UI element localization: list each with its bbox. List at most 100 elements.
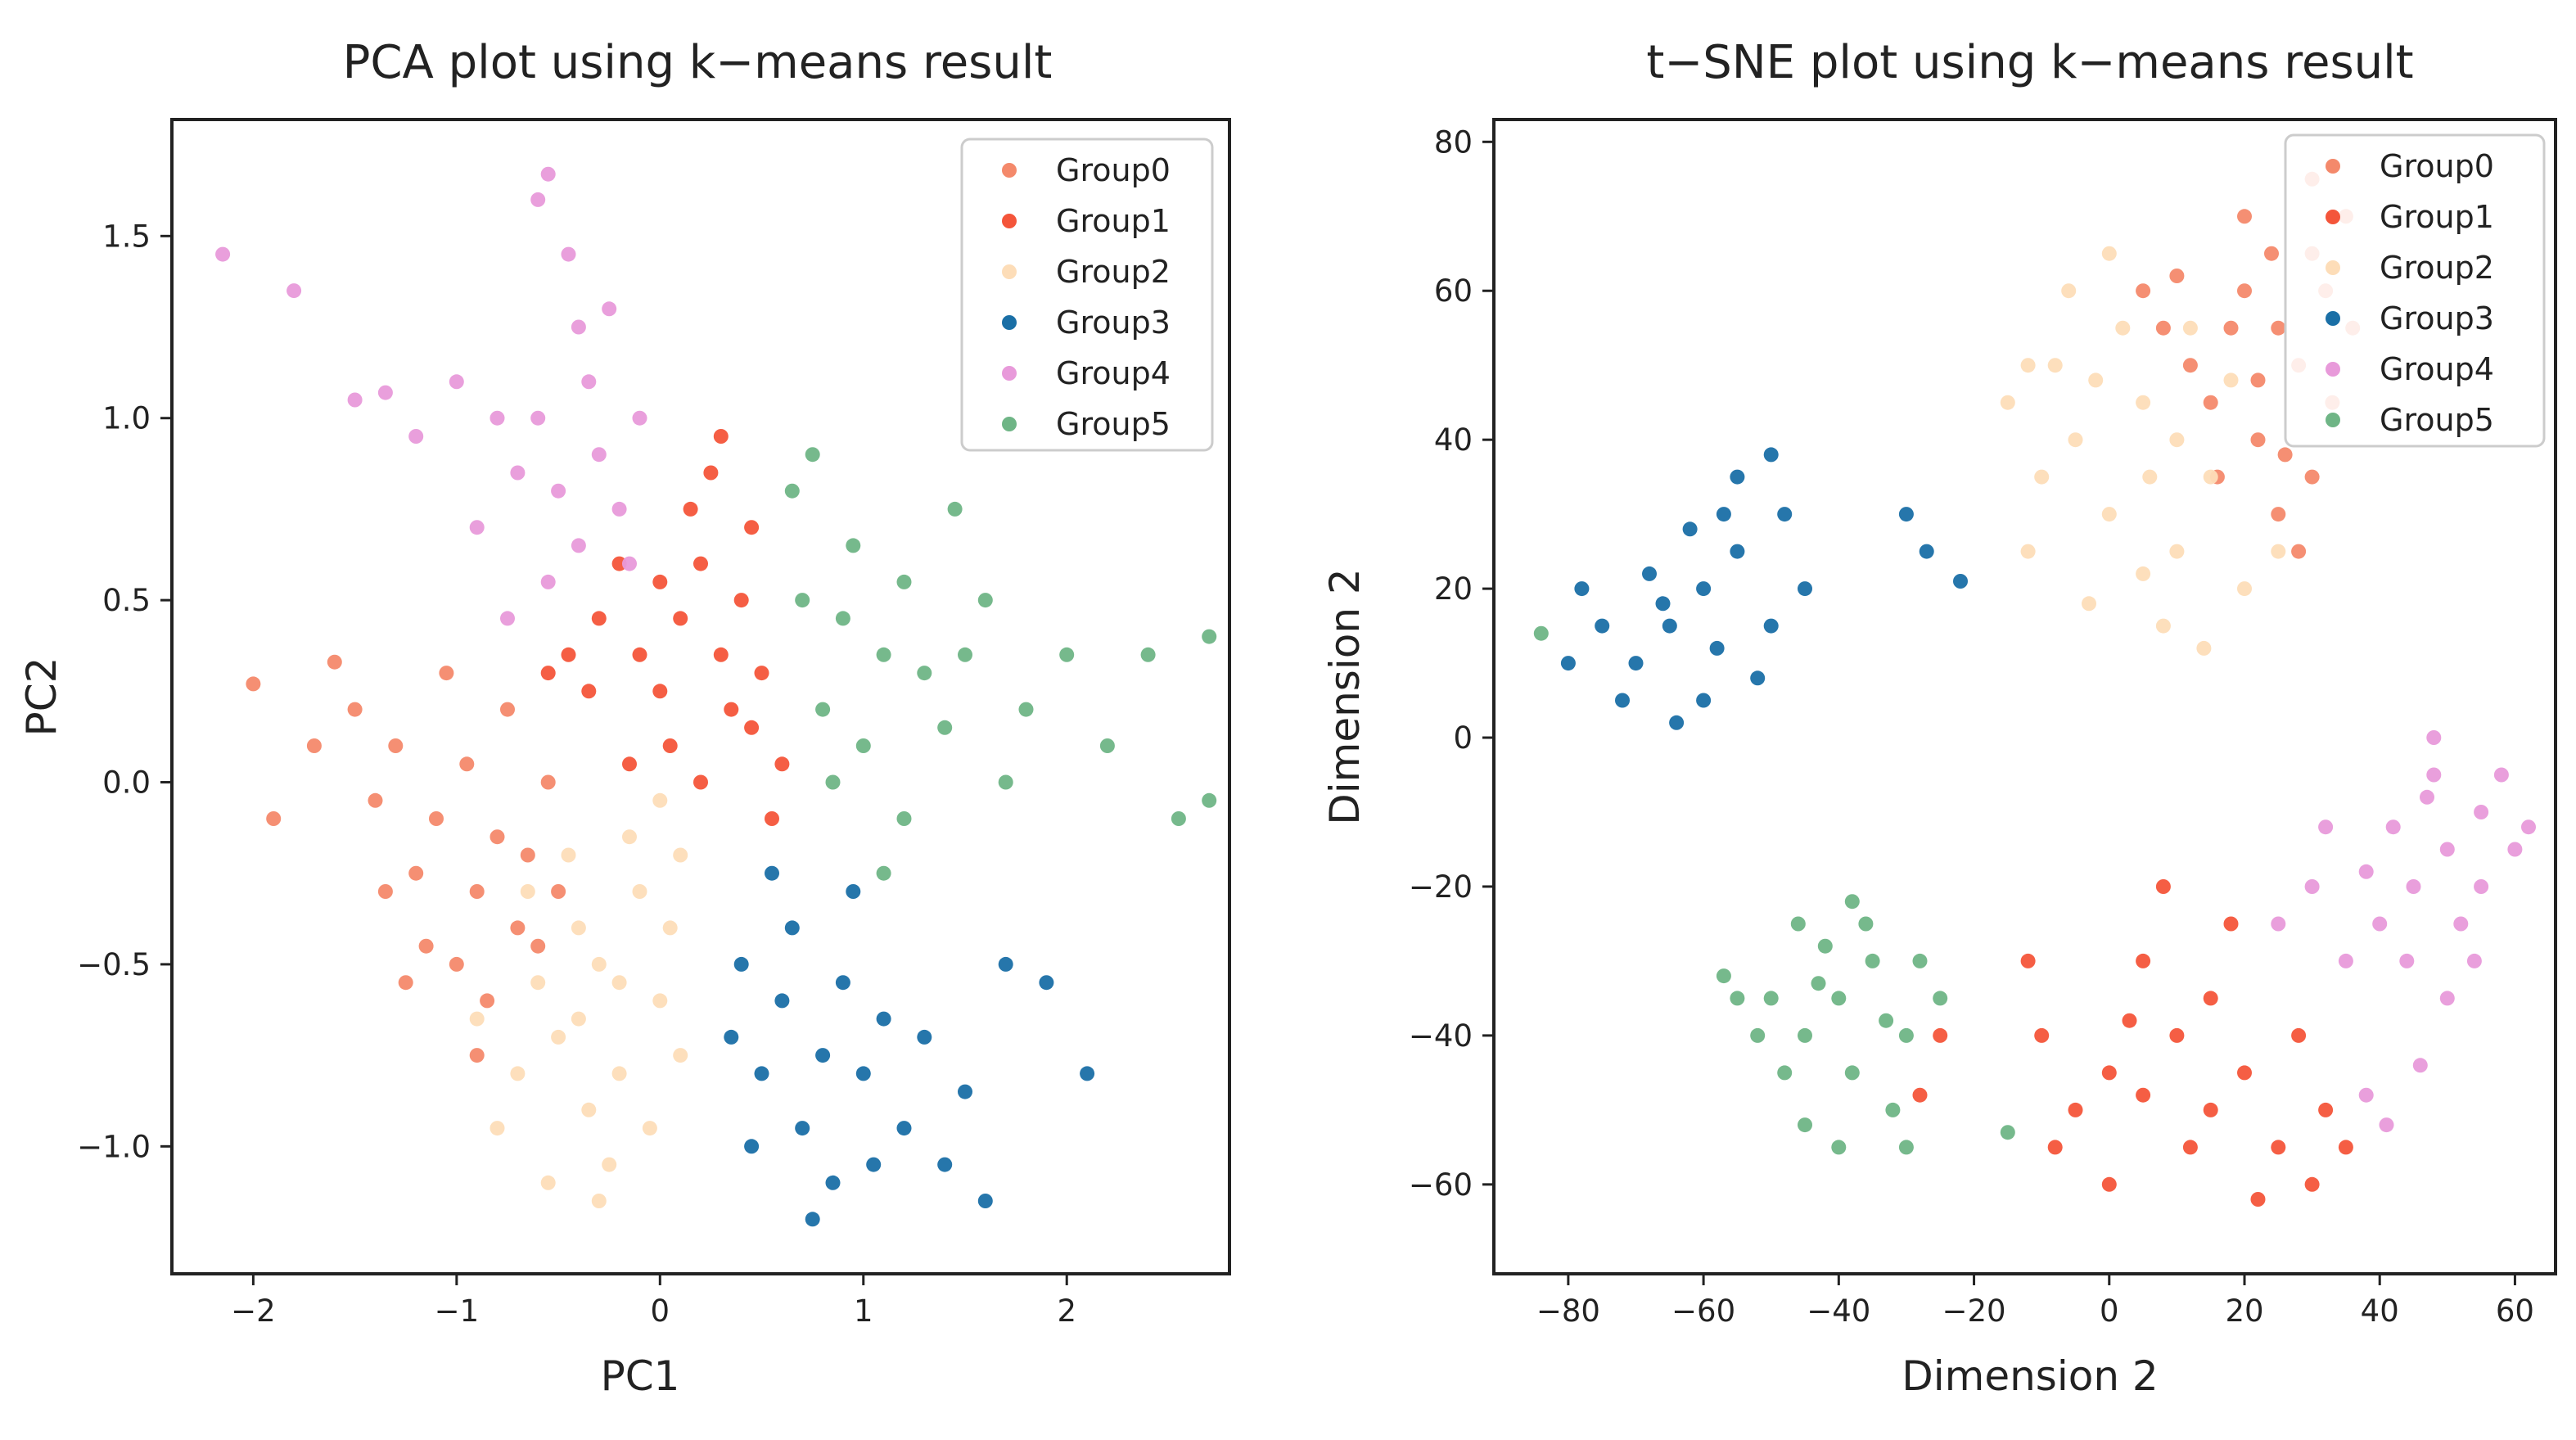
pca-point-group5-24 xyxy=(998,774,1013,790)
pca-point-group1-9 xyxy=(724,702,739,717)
pca-point-group5-21 xyxy=(947,501,963,517)
pca-point-group3-14 xyxy=(1039,975,1054,991)
tsne-legend-marker-group2 xyxy=(2326,260,2340,275)
tsne-point-group2-22 xyxy=(2020,358,2036,373)
pca-legend-label-group4: Group4 xyxy=(1056,355,1171,391)
pca-point-group0-18 xyxy=(439,666,454,681)
tsne-point-group3-22 xyxy=(1953,574,1968,589)
tsne-point-group4-20 xyxy=(2271,916,2286,932)
tsne-point-group5-23 xyxy=(2000,1125,2015,1140)
pca-y-tick-label-3: 0.5 xyxy=(102,583,151,618)
pca-point-group4-14 xyxy=(347,392,363,408)
tsne-point-group4-0 xyxy=(2439,842,2455,857)
tsne-legend-label-group4: Group4 xyxy=(2380,351,2494,387)
pca-point-group4-11 xyxy=(561,246,576,262)
pca-point-group1-3 xyxy=(713,647,729,662)
pca-point-group2-22 xyxy=(611,975,627,991)
pca-point-group3-15 xyxy=(1080,1066,1095,1081)
tsne-point-group0-20 xyxy=(2136,283,2151,299)
tsne-y-tick-label-0: −60 xyxy=(1409,1167,1473,1203)
tsne-point-group3-8 xyxy=(1730,469,1745,485)
tsne-point-group1-10 xyxy=(2034,1027,2050,1043)
pca-point-group0-5 xyxy=(408,865,424,881)
pca-point-group2-1 xyxy=(632,884,647,899)
pca-point-group0-20 xyxy=(469,1048,485,1063)
pca-point-group1-2 xyxy=(693,556,708,571)
tsne-point-group4-6 xyxy=(2338,953,2353,968)
tsne-point-group2-6 xyxy=(2047,358,2063,373)
pca-point-group5-9 xyxy=(977,593,993,608)
tsne-point-group5-13 xyxy=(1912,953,1928,968)
pca-point-group1-14 xyxy=(581,684,597,699)
pca-legend-label-group5: Group5 xyxy=(1056,406,1171,442)
tsne-point-group0-4 xyxy=(2250,432,2266,448)
pca-point-group2-7 xyxy=(622,829,637,845)
tsne-point-group3-20 xyxy=(1898,507,1914,522)
tsne-point-group2-15 xyxy=(2223,372,2239,388)
tsne-point-group4-1 xyxy=(2406,879,2421,894)
pca-legend: Group0 Group1 Group2 Group3 Group4 Group5 xyxy=(960,138,1214,452)
tsne-x-tick-label-1: −60 xyxy=(1671,1293,1735,1329)
pca-point-group5-6 xyxy=(795,593,810,608)
pca-point-group3-12 xyxy=(958,1084,972,1099)
pca-point-group1-13 xyxy=(662,738,678,753)
tsne-point-group5-8 xyxy=(1885,1102,1901,1117)
pca-point-group2-13 xyxy=(489,1121,505,1136)
pca-point-group3-16 xyxy=(733,956,749,972)
tsne-point-group0-7 xyxy=(2223,320,2239,336)
tsne-y-axis-ticks: −60 −40 −20 0 20 40 60 80 xyxy=(1409,124,1494,1203)
tsne-y-axis-label: Dimension 2 xyxy=(1321,568,1369,824)
pca-point-group1-15 xyxy=(744,520,760,535)
tsne-legend-label-group1: Group1 xyxy=(2380,199,2494,235)
pca-point-group1-19 xyxy=(713,429,729,444)
pca-point-group4-0 xyxy=(551,483,566,499)
pca-point-group5-16 xyxy=(1202,629,1217,644)
pca-point-group3-13 xyxy=(977,1194,993,1208)
tsne-point-group3-10 xyxy=(1777,507,1793,522)
tsne-point-group3-15 xyxy=(1655,596,1671,612)
tsne-point-group2-4 xyxy=(2169,544,2185,559)
pca-point-group3-11 xyxy=(917,1029,932,1045)
pca-point-group0-4 xyxy=(489,829,505,845)
pca-point-group4-6 xyxy=(581,374,597,390)
pca-point-group3-21 xyxy=(765,865,779,881)
tsne-point-group2-2 xyxy=(2136,395,2151,410)
tsne-point-group3-23 xyxy=(1716,507,1731,522)
tsne-point-group3-21 xyxy=(1919,544,1934,559)
tsne-point-group3-9 xyxy=(1560,656,1576,671)
pca-point-group0-0 xyxy=(469,884,485,899)
pca-plot-frame xyxy=(170,118,1231,1275)
pca-point-group4-3 xyxy=(571,538,586,553)
pca-point-group0-19 xyxy=(540,774,556,790)
tsne-point-group5-4 xyxy=(1844,1065,1860,1081)
tsne-x-tick-label-3: −20 xyxy=(1942,1293,2005,1329)
tsne-point-group4-18 xyxy=(2379,1117,2394,1133)
pca-point-group3-17 xyxy=(846,884,861,899)
pca-point-group5-19 xyxy=(784,483,800,499)
tsne-x-tick-label-0: −80 xyxy=(1536,1293,1600,1329)
tsne-y-tick-label-4: 20 xyxy=(1434,571,1473,607)
tsne-point-group2-12 xyxy=(2000,395,2015,410)
pca-x-tick-label-4: 2 xyxy=(1057,1293,1076,1329)
tsne-point-group0-1 xyxy=(2237,283,2252,299)
pca-point-group1-10 xyxy=(561,647,576,662)
tsne-point-group2-14 xyxy=(2082,596,2096,612)
pca-point-group3-10 xyxy=(744,1139,760,1154)
tsne-point-group2-7 xyxy=(2203,469,2218,485)
pca-point-group4-23 xyxy=(377,385,393,400)
pca-point-group0-14 xyxy=(368,792,383,808)
pca-point-group4-2 xyxy=(530,410,546,426)
tsne-point-group2-17 xyxy=(2271,544,2286,559)
tsne-point-group0-15 xyxy=(2291,544,2307,559)
tsne-point-group4-16 xyxy=(2439,991,2455,1006)
tsne-point-group2-10 xyxy=(2237,581,2252,597)
tsne-point-group5-12 xyxy=(1798,1117,1812,1133)
tsne-point-group4-3 xyxy=(2372,916,2388,932)
pca-point-group3-2 xyxy=(855,1066,871,1081)
tsne-point-group3-16 xyxy=(1798,581,1812,597)
pca-point-group2-20 xyxy=(673,847,688,863)
tsne-point-group4-23 xyxy=(2420,789,2434,805)
pca-point-group1-1 xyxy=(632,647,647,662)
pca-point-group1-12 xyxy=(754,666,769,681)
pca-point-group3-5 xyxy=(754,1066,769,1081)
